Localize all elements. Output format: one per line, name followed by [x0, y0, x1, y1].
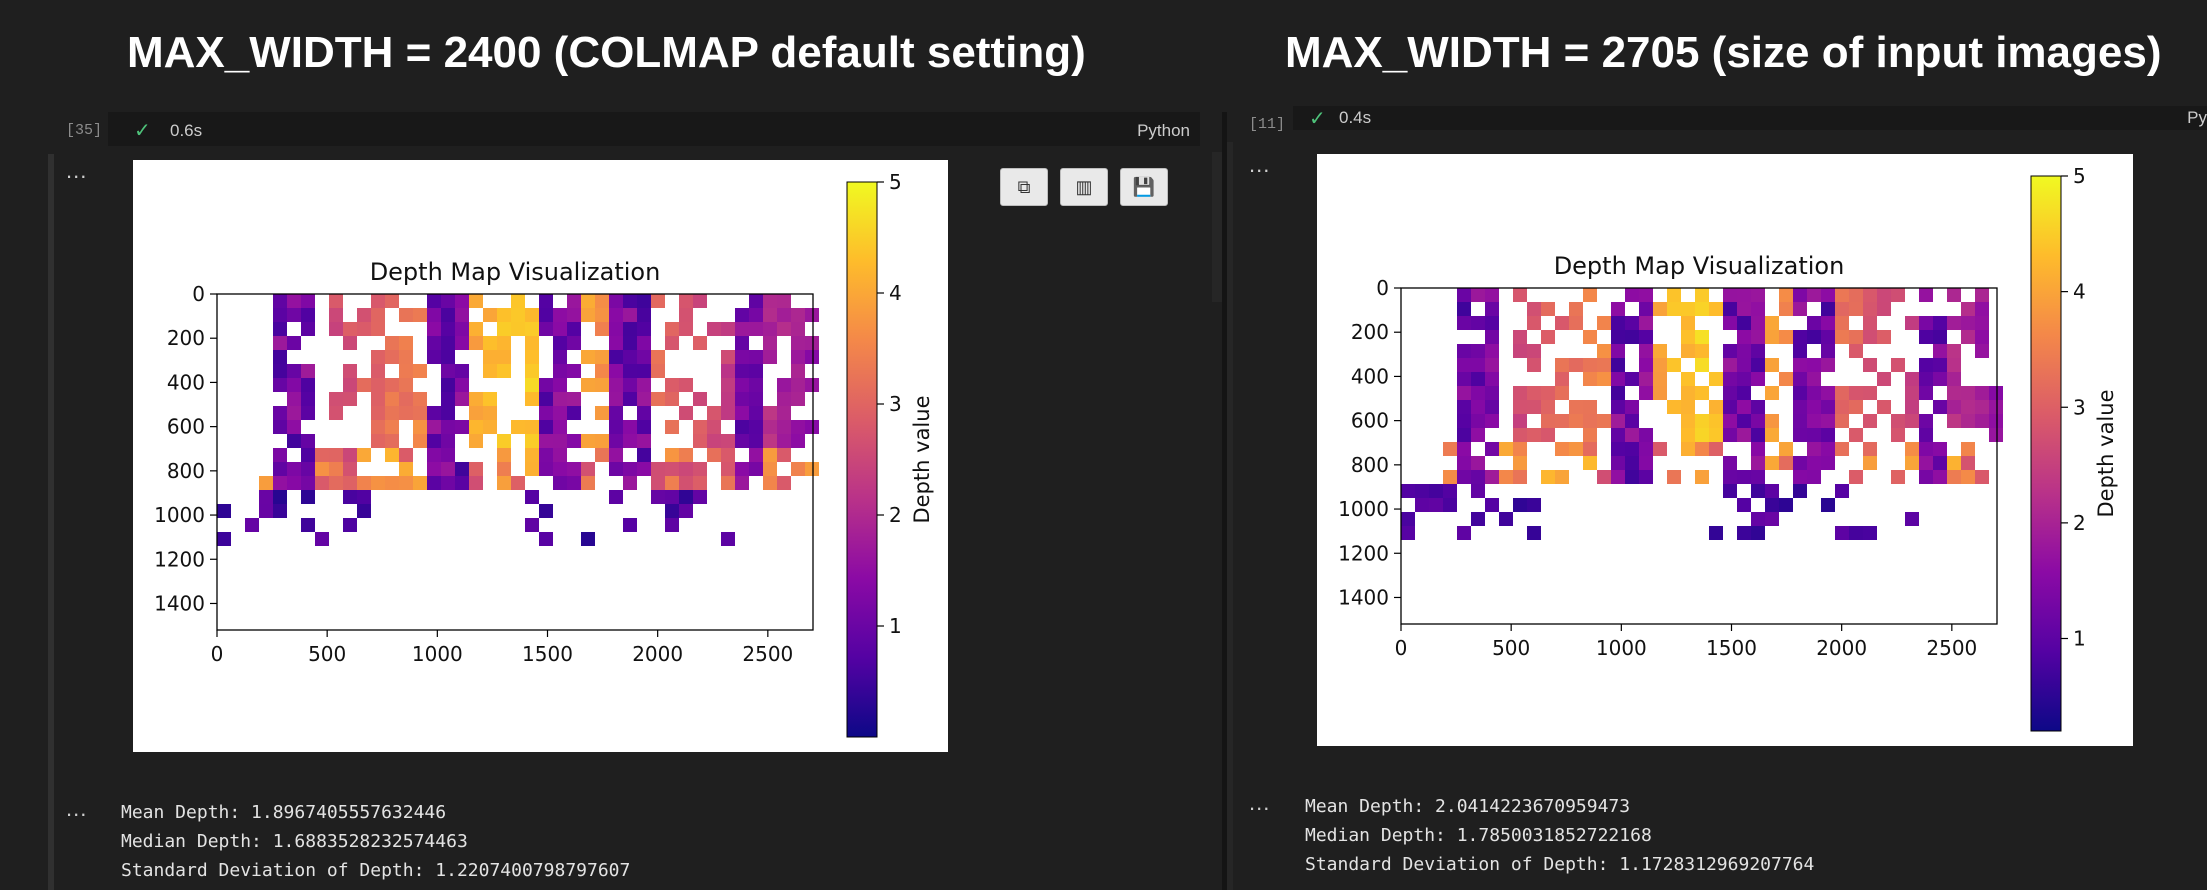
median-depth-line: Median Depth: 1.6883528232574463 [121, 831, 468, 852]
x-tick-label: 0 [1395, 636, 1408, 660]
chart-title: Depth Map Visualization [1554, 252, 1845, 280]
scrollbar-track[interactable] [1212, 152, 1222, 302]
colorbar-tick-label: 5 [2073, 164, 2086, 188]
execution-time: 0.6s [170, 121, 203, 140]
y-tick-label: 200 [167, 326, 205, 350]
y-tick-label: 600 [1351, 409, 1389, 433]
execution-time: 0.4s [1339, 108, 1372, 127]
output-more-actions-icon[interactable]: ... [1249, 790, 1271, 815]
kernel-label[interactable]: Py [2187, 108, 2207, 127]
x-tick-label: 1000 [412, 642, 463, 666]
colorbar-tick-label: 1 [2073, 627, 2086, 651]
y-tick-label: 1200 [1338, 541, 1389, 565]
save-icon: 💾 [1132, 176, 1156, 197]
execution-count: [11] [1249, 116, 1286, 133]
success-check-icon: ✓ [1309, 108, 1326, 130]
depth-statistics-output: Mean Depth: 1.8967405557632446 Median De… [121, 798, 630, 885]
colorbar-tick-label: 4 [889, 281, 902, 305]
depth-map-figure: Depth Map Visualization 0 500 1000 1500 2000 2… [1317, 154, 2133, 746]
left-notebook-panel: [35] ✓ 0.6s Python ... Depth Map Visuali… [0, 112, 1222, 890]
copy-output-button[interactable]: ⧉ [1000, 168, 1048, 206]
x-tick-label: 2500 [742, 642, 793, 666]
kernel-label[interactable]: Python [1137, 121, 1190, 140]
y-tick-label: 0 [192, 282, 205, 306]
x-tick-label: 2000 [1816, 636, 1867, 660]
chart-title: Depth Map Visualization [370, 258, 661, 286]
open-in-chart-button[interactable]: ▥ [1060, 168, 1108, 206]
y-tick-label: 600 [167, 415, 205, 439]
cell-status-bar: ✓ 0.6s Python [108, 112, 1200, 146]
depth-map-figure: Depth Map Visualization 0 500 1000 1500 2000 2… [133, 160, 948, 752]
x-tick-label: 1500 [522, 642, 573, 666]
y-tick-label: 1200 [154, 547, 205, 571]
right-comparison-heading: MAX_WIDTH = 2705 (size of input images) [1285, 28, 2162, 77]
y-tick-label: 1000 [154, 503, 205, 527]
colorbar-tick-label: 3 [889, 392, 902, 416]
colorbar-tick-label: 1 [889, 614, 902, 638]
y-tick-label: 1000 [1338, 497, 1389, 521]
y-tick-label: 400 [167, 370, 205, 394]
depth-statistics-output: Mean Depth: 2.0414223670959473 Median De… [1305, 792, 1814, 879]
cell-gutter [48, 154, 54, 890]
y-tick-label: 1400 [1338, 585, 1389, 609]
execution-count: [35] [66, 122, 103, 139]
y-tick-label: 0 [1376, 276, 1389, 300]
depth-map-image [1401, 288, 2003, 540]
panel-divider [1222, 112, 1227, 890]
cell-status-bar: ✓ 0.4s Py [1293, 106, 2207, 130]
mean-depth-line: Mean Depth: 2.0414223670959473 [1305, 796, 1631, 817]
y-tick-label: 1400 [154, 591, 205, 615]
colorbar-tick-label: 3 [2073, 395, 2086, 419]
left-comparison-heading: MAX_WIDTH = 2400 (COLMAP default setting… [127, 28, 1086, 77]
axes-frame [216, 293, 814, 631]
x-tick-label: 500 [1492, 636, 1530, 660]
x-tick-label: 2000 [632, 642, 683, 666]
success-check-icon: ✓ [134, 120, 151, 142]
x-tick-label: 1000 [1596, 636, 1647, 660]
output-more-actions-icon[interactable]: ... [66, 796, 88, 821]
y-tick-label: 400 [1351, 364, 1389, 388]
axes-frame [1400, 287, 1998, 625]
colorbar [846, 181, 878, 738]
colorbar-label: Depth value [2094, 390, 2118, 518]
x-tick-label: 0 [211, 642, 224, 666]
right-notebook-panel: [11] ✓ 0.4s Py ... Depth Map Visualizati… [1227, 106, 2207, 890]
colorbar-tick-label: 2 [889, 503, 902, 527]
depth-map-image [217, 294, 819, 546]
x-tick-label: 500 [308, 642, 346, 666]
median-depth-line: Median Depth: 1.7850031852722168 [1305, 825, 1652, 846]
mean-depth-line: Mean Depth: 1.8967405557632446 [121, 802, 447, 823]
output-more-actions-icon[interactable]: ... [1249, 152, 1271, 177]
x-tick-label: 2500 [1926, 636, 1977, 660]
colorbar-tick-label: 2 [2073, 511, 2086, 535]
output-more-actions-icon[interactable]: ... [66, 158, 88, 183]
save-output-button[interactable]: 💾 [1120, 168, 1168, 206]
colorbar [2030, 175, 2062, 732]
x-tick-label: 1500 [1706, 636, 1757, 660]
colorbar-tick-label: 4 [2073, 280, 2086, 304]
colorbar-tick-label: 5 [889, 170, 902, 194]
std-depth-line: Standard Deviation of Depth: 1.172831296… [1305, 854, 1815, 875]
copy-icon: ⧉ [1017, 176, 1031, 197]
colorbar-label: Depth value [910, 396, 934, 524]
y-tick-label: 800 [167, 459, 205, 483]
y-tick-label: 800 [1351, 453, 1389, 477]
chart-icon: ▥ [1075, 176, 1093, 197]
y-tick-label: 200 [1351, 320, 1389, 344]
std-depth-line: Standard Deviation of Depth: 1.220740079… [121, 860, 631, 881]
cell-gutter [1227, 142, 1233, 890]
